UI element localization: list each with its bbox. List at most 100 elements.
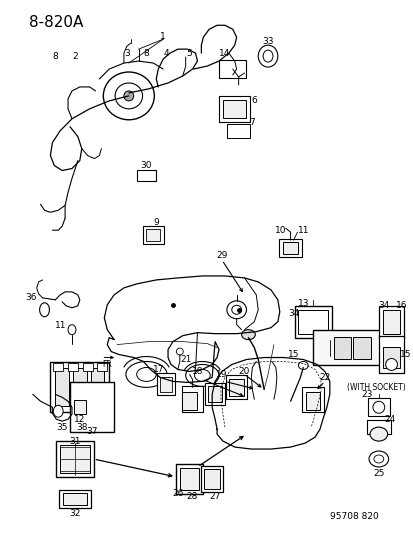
Text: 32: 32 <box>69 509 81 518</box>
Bar <box>218 96 250 122</box>
Text: 6: 6 <box>251 96 256 106</box>
Ellipse shape <box>368 451 388 467</box>
Bar <box>218 60 246 78</box>
Ellipse shape <box>185 365 218 386</box>
Bar <box>204 469 219 489</box>
Text: 33: 33 <box>262 37 273 46</box>
Bar <box>226 124 250 138</box>
Ellipse shape <box>136 367 156 382</box>
Text: 17: 17 <box>152 365 164 374</box>
Text: (WITH SOCKET): (WITH SOCKET) <box>347 383 405 392</box>
Text: 15: 15 <box>399 350 410 359</box>
Bar <box>50 362 109 412</box>
Bar <box>176 464 203 494</box>
Bar <box>201 466 223 492</box>
Bar <box>366 420 389 434</box>
Ellipse shape <box>258 45 277 67</box>
Text: 1: 1 <box>160 31 166 41</box>
Bar <box>378 306 404 337</box>
Bar <box>179 468 199 490</box>
Text: 30: 30 <box>140 161 152 170</box>
Text: 34: 34 <box>377 301 389 310</box>
Ellipse shape <box>263 50 272 62</box>
Bar <box>278 239 301 257</box>
Bar <box>60 445 89 473</box>
Bar <box>301 387 323 411</box>
Text: 35: 35 <box>56 423 68 432</box>
Ellipse shape <box>68 325 76 335</box>
Text: 8-820A: 8-820A <box>29 15 83 30</box>
Text: 10: 10 <box>274 225 286 235</box>
Bar <box>90 368 104 406</box>
Text: 13: 13 <box>297 300 309 308</box>
Bar <box>68 364 78 372</box>
Bar <box>157 374 174 395</box>
Text: 3: 3 <box>124 49 129 58</box>
Bar <box>225 375 247 399</box>
Bar <box>59 490 90 508</box>
Bar <box>229 379 243 396</box>
Ellipse shape <box>369 427 387 441</box>
Bar <box>56 441 93 477</box>
Text: 28: 28 <box>185 492 197 502</box>
Text: 22: 22 <box>318 373 330 382</box>
Text: FR: FR <box>102 360 112 369</box>
Bar <box>223 100 246 118</box>
Text: 19: 19 <box>216 370 227 379</box>
Bar <box>208 386 221 402</box>
Bar <box>142 226 164 244</box>
Text: 21: 21 <box>180 355 191 364</box>
Bar <box>97 364 107 372</box>
Bar <box>53 364 63 372</box>
Text: 5: 5 <box>186 49 192 58</box>
Text: 20: 20 <box>238 367 249 376</box>
Bar <box>205 383 224 405</box>
Bar <box>63 493 86 505</box>
Bar <box>160 377 171 392</box>
Bar <box>83 364 93 372</box>
Text: 31: 31 <box>69 437 81 446</box>
Bar <box>305 392 320 410</box>
Text: 34: 34 <box>287 309 299 318</box>
Ellipse shape <box>123 91 133 101</box>
Text: 8: 8 <box>143 49 149 58</box>
Text: 4: 4 <box>163 49 169 58</box>
Bar <box>378 336 404 374</box>
Text: 26: 26 <box>172 489 183 498</box>
Text: 29: 29 <box>216 251 227 260</box>
Text: 18: 18 <box>191 367 203 376</box>
Text: 14: 14 <box>219 49 230 58</box>
Ellipse shape <box>385 359 396 370</box>
Text: 12: 12 <box>74 415 85 424</box>
Text: 9: 9 <box>153 218 159 227</box>
Bar <box>333 337 351 359</box>
Bar <box>74 400 85 414</box>
Bar <box>367 398 389 416</box>
Text: 11: 11 <box>297 225 309 235</box>
Bar <box>294 306 331 337</box>
Text: 27: 27 <box>209 492 220 502</box>
Text: 16: 16 <box>395 301 406 310</box>
Bar <box>146 229 160 241</box>
Bar <box>282 242 298 254</box>
Ellipse shape <box>176 348 183 355</box>
Text: 23: 23 <box>361 390 372 399</box>
Bar <box>55 368 69 406</box>
Ellipse shape <box>231 305 241 314</box>
Ellipse shape <box>126 361 167 387</box>
Bar <box>352 337 370 359</box>
Ellipse shape <box>53 405 63 417</box>
Ellipse shape <box>298 361 308 369</box>
Text: 2: 2 <box>72 52 78 61</box>
Text: 25: 25 <box>372 470 384 479</box>
Text: 37: 37 <box>85 426 97 435</box>
Bar <box>181 386 203 412</box>
Text: 36: 36 <box>25 293 36 302</box>
Ellipse shape <box>241 330 255 340</box>
Ellipse shape <box>226 301 246 319</box>
Ellipse shape <box>115 83 142 109</box>
Text: 38: 38 <box>76 423 87 432</box>
Bar <box>382 310 399 334</box>
Bar <box>312 330 385 365</box>
Bar <box>69 382 113 432</box>
